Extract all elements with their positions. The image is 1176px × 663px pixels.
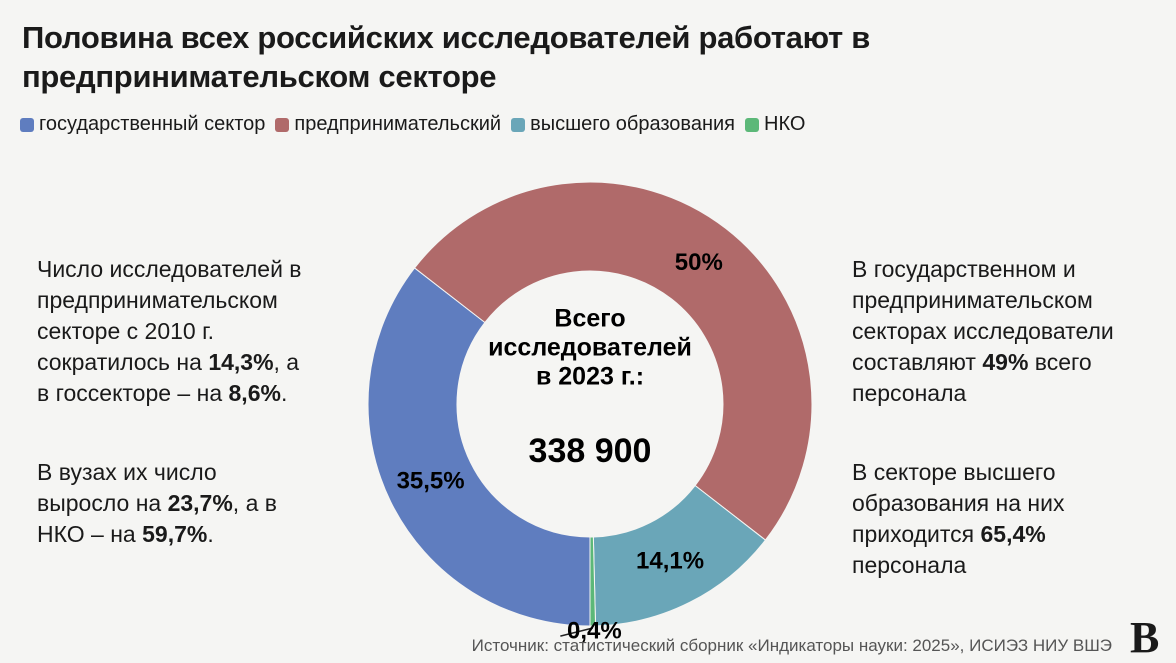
annotation-text: образования на них (852, 490, 1065, 516)
leader-line (560, 627, 593, 637)
legend-swatch (20, 117, 34, 132)
annotation-line: секторах исследователи (852, 316, 1114, 347)
annotation-line: Число исследователей в (37, 254, 302, 285)
title-line: предпринимательском секторе (22, 59, 497, 94)
legend-label: государственный сектор (39, 113, 266, 135)
annotation-text: , а (273, 349, 300, 375)
chart-title: Половина всех российских исследователей … (22, 18, 870, 96)
legend-swatch (745, 117, 760, 132)
annotation: В секторе высшего образования на них прихо… (852, 457, 1064, 581)
value-label: 50% (675, 249, 723, 276)
annotation-line: В государственном и (852, 254, 1114, 285)
value-label: 14,1% (636, 548, 704, 575)
donut-slice (413, 181, 813, 541)
annotation-text: В секторе высшего (852, 459, 1056, 485)
annotation-line: НКО – на 59,7%. (37, 519, 277, 550)
annotation-line: В вузах их число (37, 457, 277, 488)
annotation-text: секторах исследователи (852, 318, 1114, 344)
legend-label: высшего образования (530, 113, 736, 135)
annotation-text: , а в (232, 490, 277, 516)
annotation-line: составляют 49% всего (852, 347, 1114, 378)
title-line: Половина всех российских исследователей … (22, 20, 870, 55)
annotation-line: персонала (852, 378, 1114, 409)
annotation-text: В государственном и (852, 256, 1076, 282)
annotation: В государственном и предпринимательском се… (852, 254, 1114, 409)
annotation-text: Число исследователей в (37, 256, 302, 282)
annotation-text: В вузах их число (37, 459, 217, 485)
legend: государственный сектор предпринимательски… (20, 113, 805, 136)
value-label: 35,5% (397, 467, 465, 494)
annotation: В вузах их число выросло на 23,7%, а в НКО… (37, 457, 277, 550)
center-total: 338 900 (529, 432, 652, 470)
annotation-text: предпринимательском (852, 287, 1093, 313)
highlight: 59,7% (142, 521, 208, 547)
legend-label: НКО (764, 113, 806, 135)
annotation-text: НКО – на (37, 521, 143, 547)
donut-slice (589, 536, 597, 627)
annotation-line: предпринимательском (37, 285, 302, 316)
legend-item: предпринимательский (275, 113, 501, 136)
highlight: 14,3% (208, 349, 274, 375)
highlight: 8,6% (228, 380, 281, 406)
center-label: Всего (554, 305, 625, 333)
annotation-line: в госсекторе – на 8,6%. (37, 378, 302, 409)
annotation-text: приходится (852, 521, 981, 547)
legend-swatch (511, 117, 526, 132)
center-label: в 2023 г.: (536, 363, 644, 391)
annotation-text: . (280, 380, 288, 406)
value-label: 0,4% (567, 617, 622, 644)
legend-item: государственный сектор (20, 113, 265, 136)
donut-slice (367, 267, 591, 627)
highlight: 23,7% (167, 490, 233, 516)
annotation-line: персонала (852, 550, 1064, 581)
annotation-line: образования на них (852, 488, 1064, 519)
annotation-text: предпринимательском (37, 287, 278, 313)
annotation-text: в госсекторе – на (37, 380, 229, 406)
annotation-line: секторе с 2010 г. (37, 316, 302, 347)
legend-swatch (275, 117, 290, 132)
highlight: 49% (982, 349, 1029, 375)
annotation-line: В секторе высшего (852, 457, 1064, 488)
logo: В (1130, 613, 1160, 662)
source: Источник: статистический сборник «Индика… (471, 636, 1112, 655)
annotation-text: сократилось на (37, 349, 209, 375)
annotation: Число исследователей в предпринимательско… (37, 254, 302, 409)
center-label: исследователей (488, 334, 692, 362)
annotation-line: сократилось на 14,3%, а (37, 347, 302, 378)
legend-label: предпринимательский (294, 113, 502, 135)
annotation-text: всего (1028, 349, 1092, 375)
legend-item: НКО (745, 113, 805, 136)
annotation-text: составляют (852, 349, 983, 375)
annotation-line: выросло на 23,7%, а в (37, 488, 277, 519)
annotation-text: секторе с 2010 г. (37, 318, 215, 344)
highlight: 65,4% (980, 521, 1046, 547)
annotation-text: . (207, 521, 214, 547)
annotation-text: персонала (852, 380, 967, 406)
legend-item: высшего образования (511, 113, 735, 136)
annotation-line: приходится 65,4% (852, 519, 1064, 550)
annotation-text: персонала (852, 552, 967, 578)
annotation-text: выросло на (37, 490, 168, 516)
annotation-line: предпринимательском (852, 285, 1114, 316)
